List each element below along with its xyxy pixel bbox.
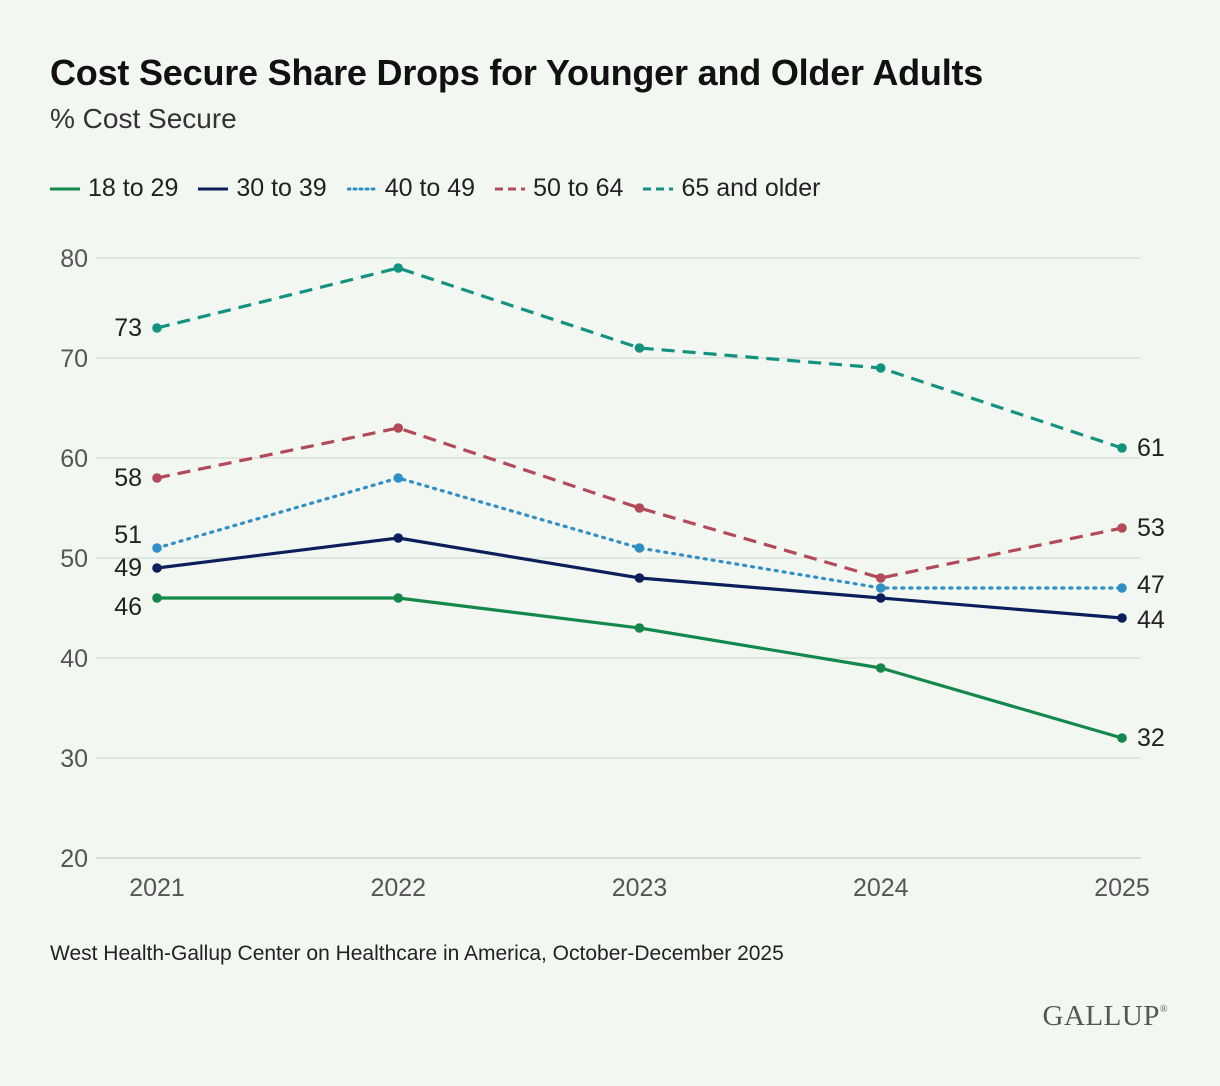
y-tick-label-80: 80 [60,245,88,273]
data-point-30-to-39-2025 [1117,613,1127,623]
legend-swatch-18-to-29 [50,187,80,190]
data-point-65-and-older-2021 [152,323,162,333]
data-point-50-to-64-2021 [152,473,162,483]
x-tick-label-2023: 2023 [612,874,668,902]
logo-text: GALLUP [1042,1000,1160,1032]
data-point-30-to-39-2024 [875,593,886,603]
data-point-30-to-39-2022 [393,533,404,543]
y-tick-label-40: 40 [60,645,88,673]
series-line-65-and-older [156,266,1123,450]
legend-item-65-and-older: 65 and older [643,174,820,203]
series-line-18-to-29 [157,596,1123,740]
end-label-40-to-49: 47 [1137,571,1165,599]
data-point-40-to-49-2021 [152,543,162,553]
legend-label-40-to-49: 40 to 49 [384,174,476,202]
legend-label-50-to-64: 50 to 64 [533,174,624,202]
legend-item-30-to-39: 30 to 39 [198,174,327,203]
end-label-18-to-29: 32 [1137,724,1165,752]
data-point-30-to-39-2023 [634,573,645,583]
legend-item-40-to-49: 40 to 49 [346,174,476,203]
data-point-40-to-49-2024 [875,583,886,593]
legend-label-65-and-older: 65 and older [681,174,821,202]
start-label-50-to-64: 58 [114,464,142,492]
source-note: West Health-Gallup Center on Healthcare … [50,942,784,965]
gallup-logo: GALLUP® [1043,1000,1169,1033]
data-point-40-to-49-2022 [393,473,404,483]
y-tick-label-30: 30 [60,745,88,773]
line-chart: 20 30 40 50 60 70 80 2021 2022 2023 2024 2025 46 49 51… [60,245,1165,902]
x-tick-label-2024: 2024 [853,874,909,902]
start-label-40-to-49: 51 [114,521,142,549]
y-tick-label-20: 20 [60,845,88,873]
data-point-18-to-29-2023 [634,623,645,633]
start-label-65-and-older: 73 [114,314,142,342]
series-line-50-to-64 [156,426,1123,580]
data-point-50-to-64-2024 [875,573,886,583]
chart-subtitle: % Cost Secure [50,103,237,134]
data-point-65-and-older-2024 [875,363,886,373]
data-point-18-to-29-2024 [875,663,886,673]
end-label-65-and-older: 61 [1137,434,1165,462]
end-label-50-to-64: 53 [1137,514,1165,542]
x-tick-label-2022: 2022 [370,874,426,902]
data-point-50-to-64-2022 [393,423,404,433]
data-point-18-to-29-2022 [393,593,404,603]
data-point-65-and-older-2022 [393,263,404,273]
legend-swatch-50-to-64 [495,187,526,190]
legend-swatch-30-to-39 [198,187,229,190]
chart-legend: 18 to 29 30 to 39 40 to 49 50 to 64 65 a… [50,174,820,203]
data-point-30-to-39-2021 [152,563,162,573]
x-tick-label-2025: 2025 [1094,874,1150,902]
legend-swatch-65-and-older [643,187,674,190]
legend-label-18-to-29: 18 to 29 [88,174,179,202]
registered-mark: ® [1159,1004,1168,1015]
data-point-65-and-older-2023 [634,343,645,353]
start-label-30-to-39: 49 [114,554,142,582]
legend-item-18-to-29: 18 to 29 [50,174,178,203]
series-line-40-to-49 [155,476,1124,590]
start-label-18-to-29: 46 [114,593,142,621]
chart-title: Cost Secure Share Drops for Younger and … [50,52,984,93]
y-tick-label-70: 70 [60,345,88,373]
legend-swatch-40-to-49 [346,187,377,190]
x-tick-label-2021: 2021 [129,874,185,902]
data-point-50-to-64-2025 [1117,523,1127,533]
legend-label-30-to-39: 30 to 39 [236,174,327,202]
data-point-18-to-29-2025 [1117,733,1127,743]
data-point-50-to-64-2023 [634,503,645,513]
y-tick-label-60: 60 [60,445,88,473]
end-label-30-to-39: 44 [1137,606,1165,634]
data-point-18-to-29-2021 [152,593,162,603]
y-tick-label-50: 50 [60,545,88,573]
legend-item-50-to-64: 50 to 64 [495,174,623,203]
data-point-40-to-49-2023 [634,543,645,553]
data-point-65-and-older-2025 [1117,443,1127,453]
data-point-40-to-49-2025 [1117,583,1127,593]
